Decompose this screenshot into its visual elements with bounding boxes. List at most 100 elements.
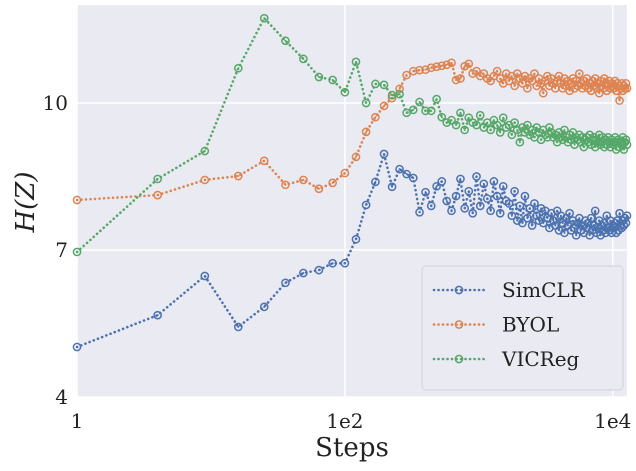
marker-ring [281,36,290,46]
marker-ring [447,206,456,216]
marker-ring [421,106,430,116]
marker-ring [72,247,82,257]
marker-ring [432,62,441,72]
marker-ring [621,135,631,145]
data-point [281,36,290,46]
marker-dot [486,197,489,200]
data-point [621,79,631,88]
marker-dot [482,182,485,185]
marker-ring [498,181,508,191]
data-point [574,69,584,78]
marker-ring [426,63,436,73]
marker-ring [586,213,596,223]
data-point [314,184,324,194]
marker-ring [437,112,447,122]
marker-dot [76,250,78,253]
marker-dot [544,209,547,212]
marker-ring [599,74,609,83]
data-point [72,247,82,257]
marker-ring [426,106,436,116]
marker-dot [558,131,561,134]
marker-dot [203,274,206,277]
marker-ring [421,187,430,197]
data-point [408,105,418,115]
marker-dot [467,116,470,119]
data-point [421,106,430,116]
data-point [340,168,350,178]
marker-dot [467,62,470,65]
marker-ring [415,65,424,75]
marker-dot [343,262,346,265]
marker-dot [391,185,394,188]
marker-ring [371,79,380,89]
marker-dot [518,141,521,144]
marker-dot [575,234,578,237]
marker-dot [531,128,534,131]
marker-dot [489,79,492,82]
data-point [437,177,447,186]
legend-box [421,265,624,391]
marker-ring [523,83,532,93]
marker-ring [512,216,522,225]
data-point [379,80,389,90]
marker-dot [518,204,521,207]
marker-dot [354,238,357,241]
y-tick-label: 10 [43,91,68,115]
marker-ring [281,278,290,288]
data-point [523,120,532,130]
marker-dot [571,131,574,134]
legend-label: VICReg [501,347,580,371]
data-point [259,13,269,23]
data-point [615,208,624,218]
data-point [573,218,583,228]
data-point [395,164,404,174]
marker-dot [603,77,606,80]
marker-dot [203,178,206,181]
data-point [415,97,424,107]
marker-dot [445,200,448,202]
marker-dot [284,39,287,42]
marker-dot [405,74,408,77]
marker-ring [495,208,505,218]
marker-dot [575,79,578,82]
marker-ring [492,120,502,130]
marker-ring [259,156,269,166]
marker-dot [598,92,601,95]
data-point [495,208,505,218]
marker-dot [492,180,495,183]
data-point [530,69,539,78]
marker-dot [579,141,582,144]
marker-dot [405,173,408,176]
data-point [518,79,527,88]
marker-dot [568,212,571,215]
marker-ring [200,175,210,185]
marker-dot [573,143,576,146]
marker-dot [521,126,524,129]
marker-dot [435,98,438,101]
x-tick-label: 1e4 [594,409,631,433]
marker-ring [451,75,461,85]
data-point [447,58,456,68]
marker-dot [424,191,427,194]
marker-ring [299,175,308,185]
marker-dot [430,66,433,69]
marker-ring [415,207,424,217]
data-point [538,218,548,228]
marker-dot [418,69,421,72]
marker-ring [621,79,631,88]
marker-dot [412,176,415,179]
data-point [447,115,456,125]
marker-dot [383,104,386,107]
marker-dot [76,199,78,202]
data-point [351,152,361,162]
data-point [340,87,350,97]
data-point [442,196,452,206]
marker-ring [259,302,269,312]
data-point [468,208,478,218]
marker-dot [542,222,545,225]
data-point [515,74,525,83]
marker-dot [398,87,401,90]
data-point [615,96,624,105]
data-point [442,60,452,70]
data-point [233,171,243,181]
